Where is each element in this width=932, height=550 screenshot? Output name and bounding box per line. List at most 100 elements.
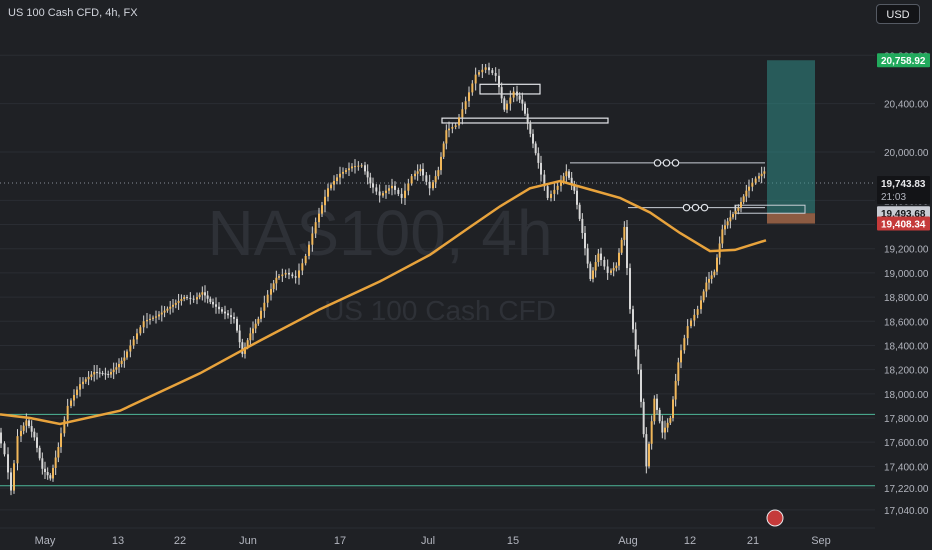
candle-body xyxy=(645,434,648,467)
candle-body xyxy=(118,363,120,368)
candle-body xyxy=(734,210,737,215)
y-tick-label: 17,400.00 xyxy=(884,462,929,473)
y-tick-label: 19,000.00 xyxy=(884,269,929,280)
candle-body xyxy=(38,447,41,459)
candle-body xyxy=(610,270,612,273)
candle-body xyxy=(623,226,626,240)
y-tick-label: 18,000.00 xyxy=(884,390,929,401)
candle-body xyxy=(710,275,713,279)
candle-body xyxy=(330,184,332,189)
candle-body xyxy=(600,253,602,261)
candle-body xyxy=(180,299,183,301)
candle-body xyxy=(257,318,260,324)
candle-body xyxy=(573,184,576,191)
x-tick-label: 13 xyxy=(112,535,124,547)
candle-body xyxy=(215,304,217,307)
candle-body xyxy=(163,310,166,313)
candle-body xyxy=(66,405,69,420)
candle-body xyxy=(740,201,742,208)
candle-body xyxy=(98,372,101,374)
candle-body xyxy=(677,362,680,381)
candle-body xyxy=(454,125,457,128)
x-axis: May 13 22 Jun 17 Jul 15 Aug 12 21 Sep xyxy=(0,527,875,547)
candle-body xyxy=(212,301,214,305)
candle-body xyxy=(394,185,396,190)
candle-body xyxy=(142,321,145,328)
candle-body xyxy=(272,283,275,290)
candle-body xyxy=(189,297,192,299)
candle-body xyxy=(10,472,12,491)
price-tag-value: 19,493.68 xyxy=(881,209,926,220)
y-tick-label: 20,400.00 xyxy=(884,100,929,111)
candle-body xyxy=(584,233,586,249)
annotation-dot[interactable] xyxy=(662,159,671,167)
flag-icon[interactable] xyxy=(766,509,784,527)
watermark-description: US 100 Cash CFD xyxy=(324,295,556,326)
currency-button[interactable]: USD xyxy=(876,4,920,24)
candle-body xyxy=(674,380,677,400)
candle-body xyxy=(104,373,107,375)
candle-body xyxy=(84,379,87,382)
candle-body xyxy=(468,92,470,102)
annotation-dot[interactable] xyxy=(653,159,662,167)
candle-body xyxy=(139,327,142,334)
candle-body xyxy=(594,262,597,271)
price-tag-dark xyxy=(877,175,930,204)
candle-body xyxy=(589,263,592,279)
candle-body xyxy=(7,454,9,473)
candle-body xyxy=(494,73,497,76)
candle-body xyxy=(451,127,454,129)
entry-box[interactable] xyxy=(734,204,806,214)
candle-body xyxy=(136,333,138,340)
annotation-dot[interactable] xyxy=(700,203,709,212)
x-tick-label: 21 xyxy=(747,535,759,547)
candle-body xyxy=(700,300,702,310)
candle-body xyxy=(653,398,656,422)
candle-body xyxy=(13,463,15,491)
candle-body xyxy=(540,162,542,175)
candle-body xyxy=(112,369,115,373)
candle-body xyxy=(16,436,19,464)
annotation-dot[interactable] xyxy=(671,159,680,167)
candle-body xyxy=(726,221,729,226)
candle-body xyxy=(192,298,195,300)
candle-body xyxy=(288,272,290,275)
candle-body xyxy=(404,190,406,198)
candle-body xyxy=(198,294,201,298)
candle-body xyxy=(314,222,317,234)
candle-body xyxy=(44,468,46,473)
candle-body xyxy=(82,381,84,385)
candle-body xyxy=(28,420,30,427)
candle-body xyxy=(366,171,369,178)
candle-body xyxy=(650,421,653,444)
candle-body xyxy=(204,292,206,296)
candle-body xyxy=(227,313,229,316)
candle-body xyxy=(49,475,52,479)
candle-body xyxy=(33,431,36,438)
candle-body xyxy=(724,225,726,230)
ema-line[interactable] xyxy=(0,179,767,426)
annotation-dot[interactable] xyxy=(691,203,700,212)
candle-body xyxy=(537,153,540,163)
candle-body xyxy=(716,257,718,272)
candle-body xyxy=(123,357,126,361)
stop-zone[interactable] xyxy=(767,213,815,224)
candle-body xyxy=(41,458,44,469)
candle-body xyxy=(172,304,174,307)
annotation-dot[interactable] xyxy=(682,203,691,212)
y-tick-label: 20,000.00 xyxy=(884,148,929,159)
target-zone[interactable] xyxy=(767,60,815,214)
zone-box-2[interactable] xyxy=(441,117,609,124)
candle-body xyxy=(400,193,403,198)
candle-body xyxy=(434,176,437,183)
candle-body xyxy=(597,253,600,263)
candle-body xyxy=(0,432,2,444)
candle-body xyxy=(419,168,422,172)
x-tick-label: Jun xyxy=(239,535,257,547)
y-tick-label: 17,800.00 xyxy=(884,414,929,425)
candle-body xyxy=(562,176,565,182)
candle-body xyxy=(506,103,508,110)
y-tick-label: 18,200.00 xyxy=(884,366,929,377)
